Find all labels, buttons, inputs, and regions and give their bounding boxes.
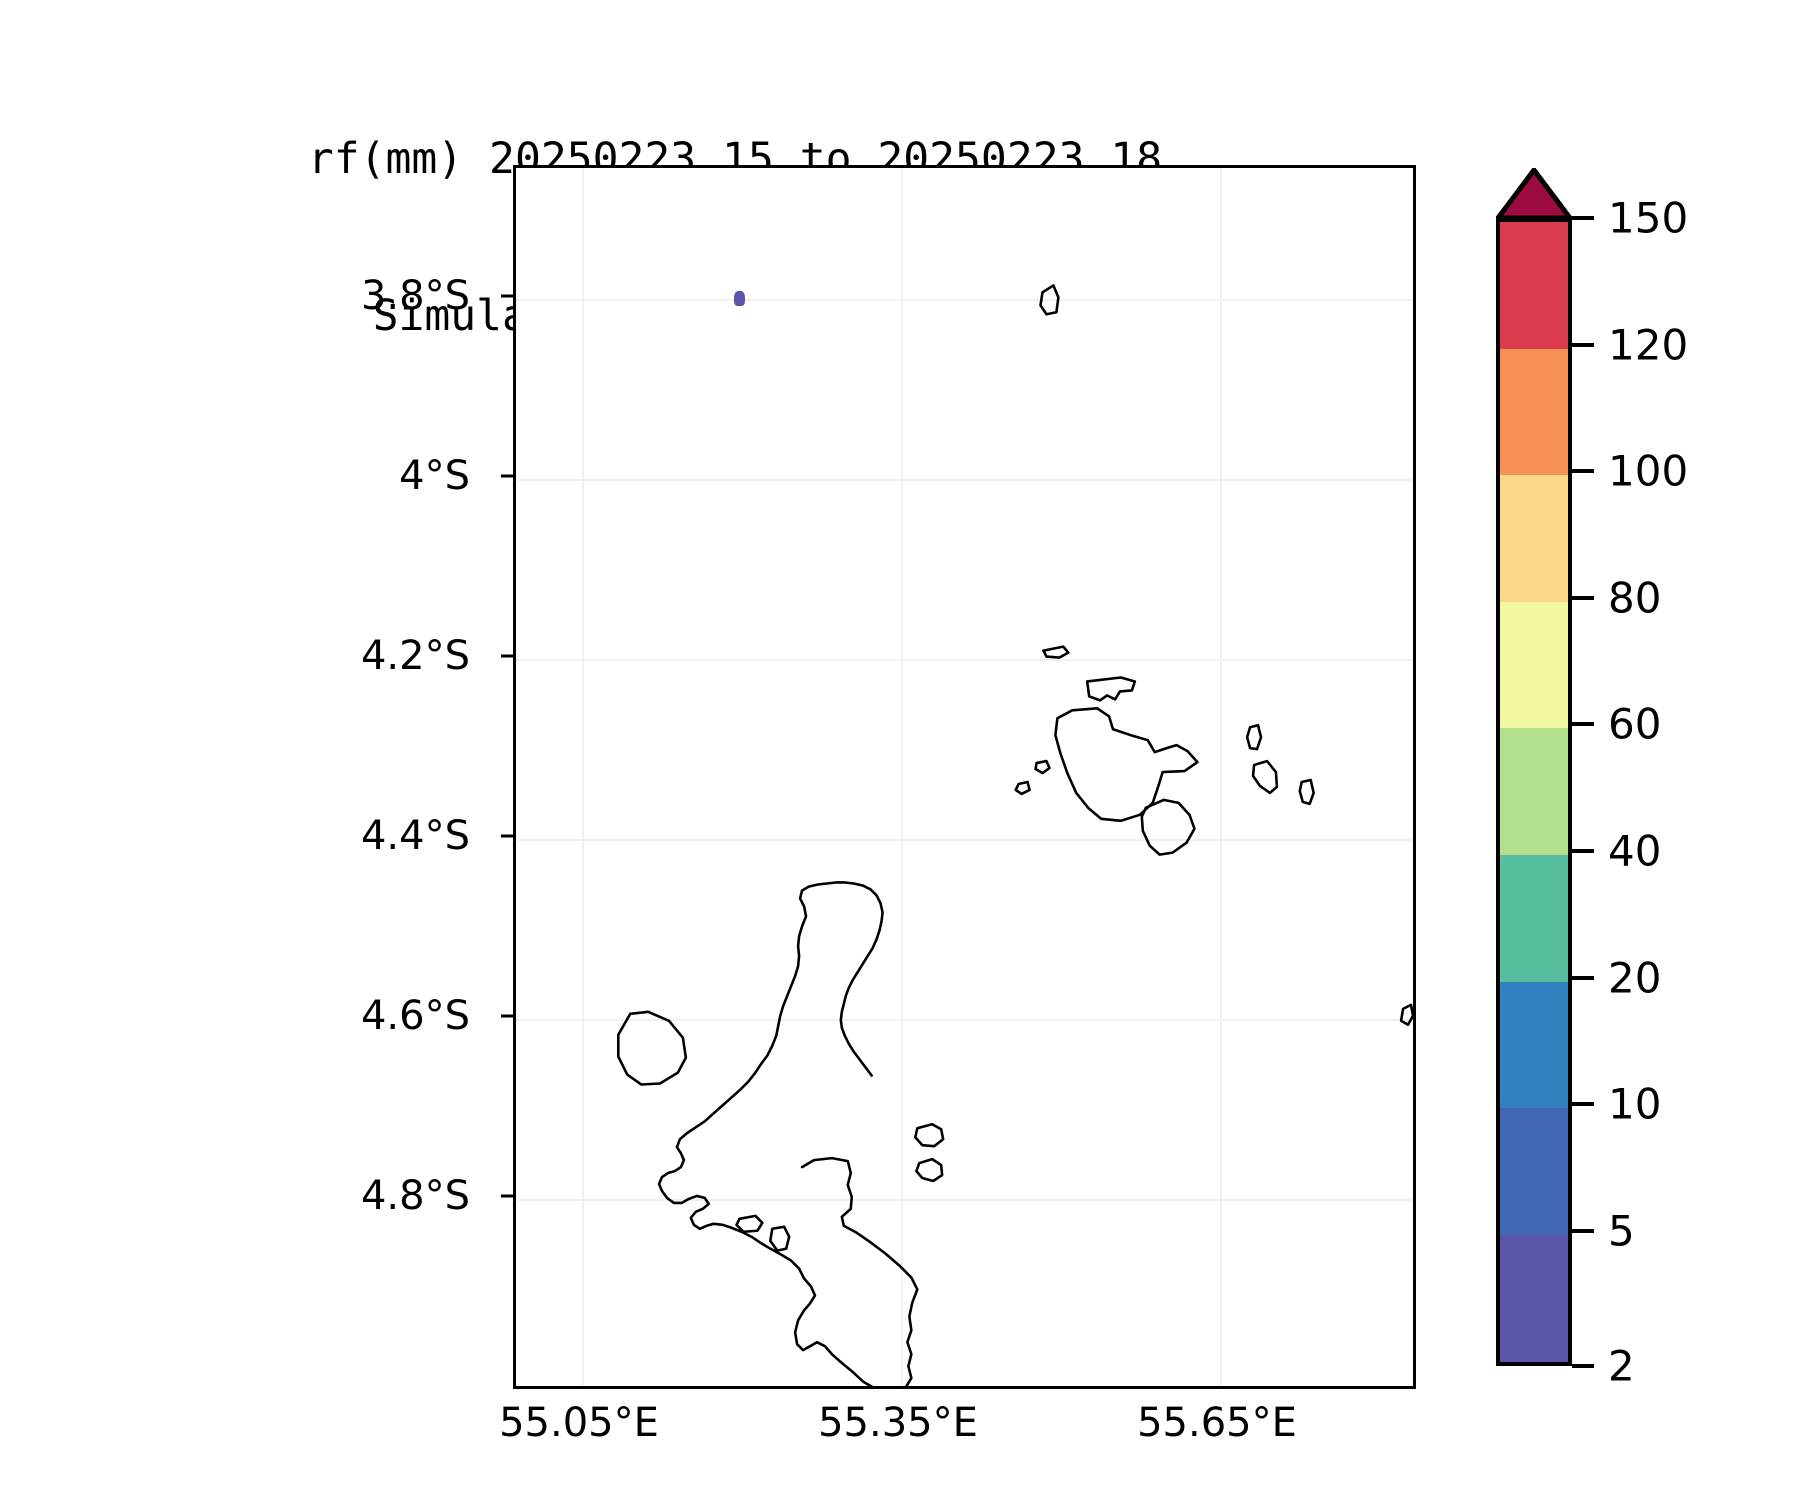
colorbar-label-60: 60: [1608, 699, 1662, 749]
colorbar-label-20: 20: [1608, 953, 1662, 1003]
gridline-lon-55-65: [1220, 168, 1222, 1386]
colorbar-label-100: 100: [1608, 446, 1689, 496]
colorbar-band-100-120: [1500, 348, 1568, 476]
colorbar: [1496, 168, 1572, 1368]
ytick-mark-4-2: [501, 654, 513, 658]
gridline-lat-4-6: [516, 1019, 1413, 1021]
colorbar-tick-150: [1572, 216, 1594, 220]
colorbar-tick-60: [1572, 722, 1594, 727]
gridline-lat-4-0: [516, 479, 1413, 481]
colorbar-band-40-60: [1500, 728, 1568, 855]
colorbar-label-120: 120: [1608, 320, 1689, 370]
ytick-mark-4-0: [501, 474, 513, 478]
colorbar-bands: [1496, 218, 1572, 1366]
colorbar-label-10: 10: [1608, 1079, 1662, 1129]
colorbar-label-5: 5: [1608, 1206, 1635, 1256]
colorbar-tick-20: [1572, 975, 1594, 980]
colorbar-tick-5: [1572, 1228, 1594, 1233]
colorbar-tick-2: [1572, 1364, 1594, 1368]
coastline-outlines: [617, 284, 1413, 1386]
ytick-label-4-2: 4.2°S: [360, 633, 470, 679]
ytick-label-4-8: 4.8°S: [360, 1173, 470, 1219]
colorbar-label-150: 150: [1608, 193, 1689, 243]
colorbar-label-40: 40: [1608, 826, 1662, 876]
ytick-label-4-4: 4.4°S: [360, 813, 470, 859]
colorbar-band-80-100: [1500, 475, 1568, 602]
ytick-label-4-0: 4°S: [399, 453, 470, 499]
xtick-label-55-35: 55.35°E: [818, 1400, 978, 1446]
gridline-lon-55-05: [582, 168, 584, 1386]
colorbar-band-120-150: [1500, 222, 1568, 349]
xtick-label-55-05: 55.05°E: [499, 1400, 659, 1446]
colorbar-tick-40: [1572, 849, 1594, 853]
gridline-lat-4-4: [516, 839, 1413, 841]
colorbar-extend-arrow: [1496, 168, 1572, 220]
ytick-label-3-8: 3.8°S: [360, 273, 470, 319]
rainfall-cell: [734, 291, 745, 306]
ytick-mark-4-8: [501, 1194, 513, 1198]
colorbar-tick-120: [1572, 342, 1594, 347]
colorbar-band-20-40: [1500, 855, 1568, 982]
colorbar-tick-10: [1572, 1102, 1594, 1107]
ytick-mark-3-8: [501, 294, 513, 298]
colorbar-band-10-20: [1500, 981, 1568, 1109]
ytick-mark-4-6: [501, 1014, 513, 1018]
colorbar-tick-100: [1572, 469, 1594, 474]
gridline-lat-4-2: [516, 659, 1413, 661]
gridline-lon-55-35: [901, 168, 903, 1386]
colorbar-band-2-5: [1500, 1234, 1568, 1362]
gridline-lat-3-8: [516, 299, 1413, 301]
gridline-lat-4-8: [516, 1199, 1413, 1201]
colorbar-label-2: 2: [1608, 1341, 1635, 1391]
map-plot-area: [513, 165, 1416, 1389]
colorbar-band-60-80: [1500, 601, 1568, 729]
colorbar-band-5-10: [1500, 1108, 1568, 1235]
colorbar-tick-80: [1572, 595, 1594, 600]
ytick-label-4-6: 4.6°S: [360, 993, 470, 1039]
xtick-label-55-65: 55.65°E: [1137, 1400, 1297, 1446]
ytick-mark-4-4: [501, 834, 513, 838]
colorbar-label-80: 80: [1608, 573, 1662, 623]
